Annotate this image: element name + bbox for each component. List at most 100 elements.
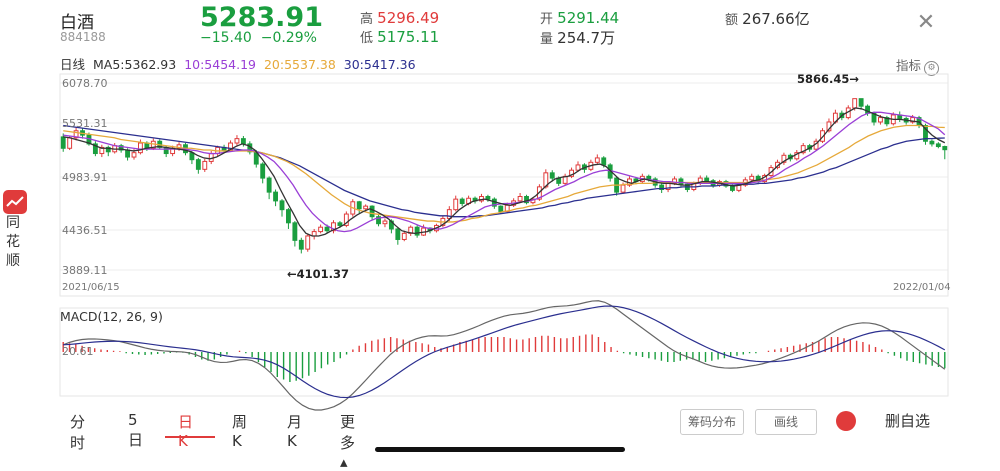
candle-body [935, 143, 941, 148]
open-value: 5291.44 [557, 9, 620, 27]
candle-body [453, 198, 459, 211]
close-icon[interactable]: ✕ [916, 10, 936, 35]
candle-body [298, 239, 304, 250]
macd-level: 20.61 [62, 345, 94, 358]
candle-body [942, 146, 948, 151]
candle-body [923, 124, 928, 142]
candle-body [343, 213, 349, 226]
ma30-line [63, 124, 945, 218]
ma5-line [63, 107, 946, 237]
dif-line [63, 300, 946, 411]
price-change: −15.40 −0.29% [200, 30, 317, 46]
open-stat: 开 5291.44 [540, 8, 619, 27]
y-tick-5: 3889.11 [62, 264, 108, 277]
amount-value: 267.66亿 [742, 10, 810, 28]
ma20-line [63, 124, 945, 223]
candle-body [240, 138, 246, 145]
tab-more[interactable]: 更多▴ [340, 413, 356, 471]
candle-body [260, 163, 266, 179]
record-icon[interactable] [836, 411, 856, 431]
change-value: −15.40 [200, 30, 252, 46]
amount-stat: 额 267.66亿 [725, 8, 810, 29]
candle-body [620, 184, 626, 193]
candle-body [749, 175, 755, 181]
candle-body [131, 152, 137, 158]
candle-body [138, 142, 143, 154]
candle-body [575, 164, 581, 171]
candle-body [279, 200, 285, 211]
y-tick-3: 4983.91 [62, 171, 108, 184]
chip-distribution-button[interactable]: 筹码分布 [680, 409, 744, 435]
candle-body [305, 235, 311, 250]
period-label: 日线 [60, 57, 86, 72]
sidebar-logo-text: 同花顺 [6, 215, 20, 269]
ma30-label: 30:5417.36 [343, 57, 416, 72]
candle-body [659, 184, 665, 190]
low-stat: 低 5175.11 [360, 27, 439, 46]
candle-body [459, 198, 465, 205]
volume-value: 254.7万 [557, 29, 616, 47]
remove-favorite-button[interactable]: 删自选 [885, 412, 931, 430]
candle-body [73, 130, 79, 139]
candle-body [852, 98, 858, 109]
candle-body [858, 98, 864, 107]
candle-body [292, 222, 298, 241]
ma20-label: 20:5537.38 [263, 57, 336, 72]
y-tick-4: 4436.51 [62, 224, 108, 237]
candle-body [234, 138, 240, 144]
start-date: 2021/06/15 [62, 282, 120, 293]
volume-label: 量 [540, 32, 554, 47]
draw-line-button[interactable]: 画线 [755, 409, 817, 435]
candle-body [395, 228, 401, 240]
candle-body [105, 146, 111, 153]
macd-panel-frame [59, 307, 949, 397]
tab-daily-k[interactable]: 日K [178, 413, 194, 450]
candle-body [67, 137, 73, 149]
low-value: 5175.11 [377, 28, 440, 46]
candle-body [485, 196, 491, 200]
candle-body [498, 205, 504, 212]
candle-body [118, 145, 124, 151]
chart-logo-icon [3, 190, 27, 214]
candle-body [704, 177, 710, 182]
candle-body [414, 226, 420, 236]
price-panel-frame [59, 73, 949, 297]
tab-monthly-k[interactable]: 月K [287, 413, 303, 450]
ma5-label: MA5:5362.93 [93, 57, 177, 72]
tab-weekly-k[interactable]: 周K [232, 413, 248, 450]
candle-body [678, 178, 684, 185]
y-tick-1: 6078.70 [62, 77, 108, 90]
candle-body [884, 117, 890, 125]
max-price-label: 5866.45→ [797, 72, 860, 86]
min-price-label: ←4101.37 [287, 267, 350, 281]
indicator-button[interactable]: 指标 ⚙ [896, 55, 940, 76]
candle-body [878, 117, 883, 123]
ma10-label: 10:5454.19 [184, 57, 256, 72]
candle-body [601, 157, 607, 166]
candle-body [266, 177, 272, 193]
candle-body [318, 226, 324, 233]
ma-legend: 日线 MA5:5362.93 10:5454.19 20:5537.38 30:… [60, 54, 416, 73]
candle-body [781, 154, 787, 163]
tab-5day[interactable]: 5日 [128, 411, 144, 449]
indicator-label: 指标 [896, 58, 922, 73]
candle-body [382, 220, 388, 225]
candle-body [92, 143, 98, 155]
sidebar-logo[interactable]: 同花顺 [0, 190, 28, 271]
low-label: 低 [360, 31, 374, 46]
candle-body [331, 222, 336, 232]
candle-body [202, 160, 208, 170]
candle-body [356, 201, 362, 210]
high-value: 5296.49 [377, 9, 440, 27]
end-date: 2022/01/04 [893, 282, 951, 293]
candle-body [369, 205, 375, 218]
candle-body [549, 172, 555, 179]
tab-intraday[interactable]: 分时 [70, 413, 86, 452]
stock-code: 884188 [60, 30, 106, 44]
dea-line [63, 305, 946, 399]
candle-body [286, 209, 291, 224]
candle-body [337, 222, 343, 226]
candle-body [273, 191, 278, 202]
stock-name: 白酒 [60, 13, 94, 33]
